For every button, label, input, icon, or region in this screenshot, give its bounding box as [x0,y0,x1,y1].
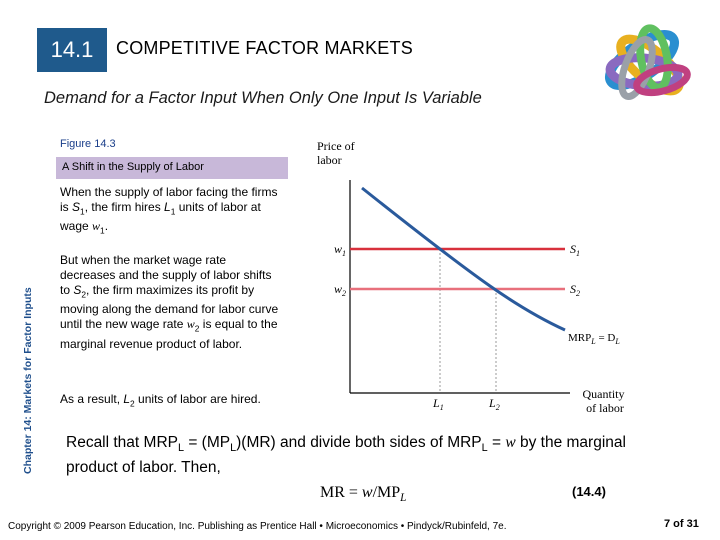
equation-number: (14.4) [572,484,606,499]
x-axis-label: Quantity of labor [583,387,628,415]
chapter-side-label: Chapter 14: Markets for Factor Inputs [22,287,34,474]
figure-title-bar: A Shift in the Supply of Labor [56,157,288,179]
paragraph-supply-s1: When the supply of labor facing the firm… [60,185,278,236]
formula-mr: MR = w/MPL [320,484,407,505]
section-number-badge: 14.1 [37,28,107,72]
y-axis-label-line1: Price of [317,139,355,153]
slide-subtitle: Demand for a Factor Input When Only One … [44,89,482,107]
section-title: COMPETITIVE FACTOR MARKETS [116,38,413,58]
paragraph-supply-s2: But when the market wage rate decreases … [60,253,279,351]
label-s2: S2 [570,282,580,298]
tick-l2: L2 [488,396,500,412]
tick-w2: w2 [334,282,346,298]
label-s1: S1 [570,242,580,258]
tick-w1: w1 [334,242,346,258]
labor-supply-chart: Price of labor w1 w2 L1 L2 S1 S2 MRPL = … [317,139,628,415]
y-axis-label-line2: labor [317,153,342,167]
copyright-footer: Copyright © 2009 Pearson Education, Inc.… [8,521,507,532]
tick-l1: L1 [432,396,444,412]
x-axis-label-line1: Quantity [583,387,625,401]
demand-curve [361,186,566,332]
recall-statement: Recall that MRPL = (MPL)(MR) and divide … [66,434,626,477]
section-number: 14.1 [50,37,94,62]
paragraph-result: As a result, L2 units of labor are hired… [60,392,261,409]
figure-label: Figure 14.3 [60,138,116,150]
rings-logo [605,24,691,100]
x-axis-label-line2: of labor [586,401,624,415]
y-axis-label: Price of labor [317,139,358,167]
figure-title: A Shift in the Supply of Labor [62,161,204,173]
label-demand: MRPL = DL [568,332,620,346]
page-counter: 7 of 31 [664,518,699,530]
